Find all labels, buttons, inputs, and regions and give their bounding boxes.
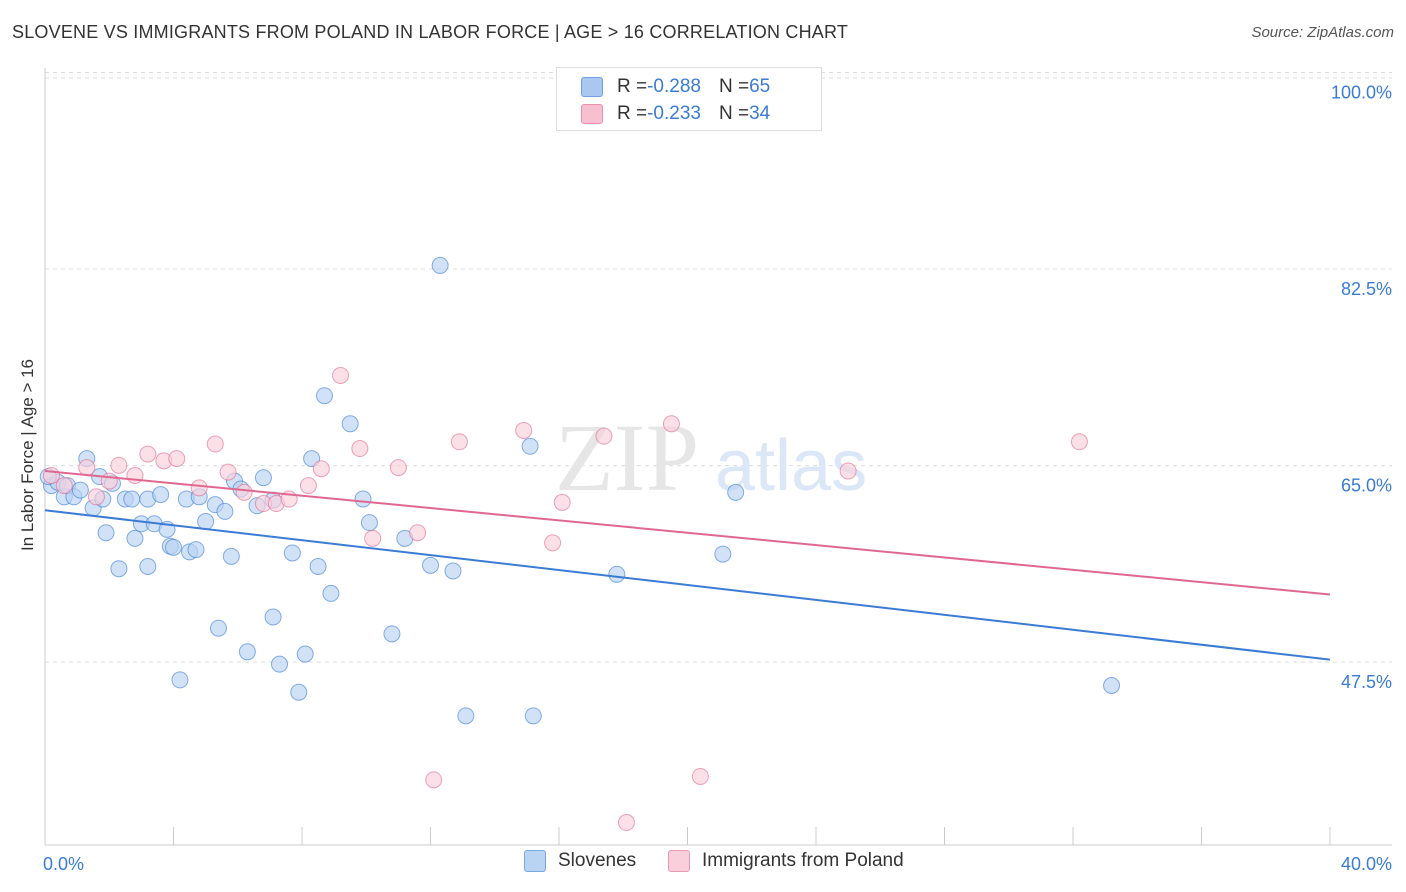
- data-point-poland: [219, 463, 237, 481]
- source-label: Source: ZipAtlas.com: [1251, 24, 1394, 41]
- data-point-poland: [139, 445, 157, 463]
- y-tick-label: 100.0%: [1331, 82, 1392, 102]
- data-point-poland: [206, 435, 224, 453]
- data-point-slovenes: [110, 560, 128, 578]
- data-point-slovenes: [727, 483, 745, 501]
- legend-swatch-slovenes: [524, 850, 546, 872]
- data-point-poland: [389, 459, 407, 477]
- trend-line-poland: [44, 469, 1331, 596]
- legend-n-value: 65: [749, 76, 771, 97]
- data-point-poland: [312, 460, 330, 478]
- data-point-slovenes: [296, 645, 314, 663]
- data-point-slovenes: [315, 387, 333, 405]
- data-point-poland: [299, 477, 317, 495]
- data-point-slovenes: [71, 481, 89, 499]
- x-tick-label: 40.0%: [1341, 854, 1392, 874]
- stats-legend: R = -0.288 N = 65 R = -0.233 N = 34: [556, 67, 822, 131]
- data-point-slovenes: [422, 556, 439, 574]
- data-point-slovenes: [1103, 677, 1121, 695]
- data-point-slovenes: [209, 619, 227, 637]
- data-point-slovenes: [238, 643, 256, 661]
- stats-legend-row-slovenes: R = -0.288 N = 65: [581, 74, 770, 100]
- data-point-poland: [78, 459, 96, 477]
- data-point-poland: [235, 483, 253, 501]
- data-point-slovenes: [444, 562, 462, 580]
- data-point-slovenes: [360, 514, 378, 532]
- data-point-slovenes: [714, 545, 732, 563]
- legend-swatch-poland: [668, 850, 690, 872]
- data-point-poland: [87, 488, 105, 506]
- legend-label-poland: Immigrants from Poland: [702, 850, 904, 871]
- data-point-poland: [691, 767, 709, 785]
- data-point-poland: [553, 493, 571, 511]
- data-point-poland: [595, 427, 613, 445]
- data-point-poland: [662, 415, 680, 433]
- data-point-slovenes: [264, 608, 282, 626]
- data-point-slovenes: [152, 486, 170, 504]
- legend-n-label: N =: [718, 76, 750, 97]
- data-point-poland: [332, 367, 350, 385]
- legend-n-label: N =: [718, 103, 750, 124]
- y-tick-label: 47.5%: [1341, 672, 1392, 692]
- data-point-poland: [168, 450, 186, 468]
- data-point-slovenes: [290, 683, 308, 701]
- data-point-slovenes: [187, 541, 205, 559]
- data-point-slovenes: [271, 655, 289, 673]
- stats-legend-row-poland: R = -0.233 N = 34: [581, 101, 770, 127]
- legend-item-slovenes: Slovenes: [524, 850, 636, 872]
- data-point-slovenes: [171, 671, 189, 689]
- data-point-poland: [110, 456, 128, 474]
- data-point-poland: [450, 433, 468, 451]
- legend-r-label: R =: [617, 76, 648, 97]
- x-tick-label: 0.0%: [43, 854, 84, 874]
- data-point-poland: [515, 422, 533, 440]
- chart-title: SLOVENE VS IMMIGRANTS FROM POLAND IN LAB…: [12, 22, 849, 42]
- data-point-slovenes: [97, 524, 115, 542]
- data-point-slovenes: [123, 490, 141, 508]
- y-tick-label: 65.0%: [1341, 476, 1392, 496]
- data-point-poland: [190, 479, 208, 497]
- data-point-slovenes: [431, 256, 449, 274]
- data-point-poland: [55, 477, 73, 495]
- data-point-poland: [351, 440, 369, 458]
- legend-swatch-slovenes: [581, 77, 603, 97]
- data-point-slovenes: [197, 513, 215, 531]
- legend-r-label: R =: [617, 103, 648, 124]
- data-point-poland: [100, 472, 118, 490]
- data-point-slovenes: [222, 547, 240, 565]
- data-point-slovenes: [457, 707, 475, 725]
- legend-swatch-poland: [581, 104, 603, 124]
- legend-r-value: -0.233: [647, 103, 701, 124]
- data-point-poland: [617, 814, 635, 832]
- legend-item-poland: Immigrants from Poland: [668, 850, 904, 872]
- data-point-slovenes: [216, 502, 234, 520]
- y-tick-label: 82.5%: [1341, 279, 1392, 299]
- legend-label-slovenes: Slovenes: [558, 850, 637, 871]
- data-point-slovenes: [165, 538, 182, 556]
- trend-line-slovenes: [44, 509, 1331, 661]
- data-point-slovenes: [608, 565, 626, 583]
- data-point-slovenes: [309, 557, 327, 575]
- data-point-slovenes: [139, 557, 157, 575]
- data-point-poland: [544, 534, 562, 552]
- data-point-slovenes: [524, 707, 542, 725]
- data-point-slovenes: [383, 625, 401, 643]
- data-point-slovenes: [341, 415, 359, 433]
- data-point-poland: [839, 462, 857, 480]
- data-point-slovenes: [354, 490, 372, 508]
- data-point-slovenes: [126, 529, 144, 547]
- series-legend: Slovenes Immigrants from Poland: [0, 850, 1406, 878]
- data-point-poland: [42, 466, 60, 484]
- data-point-slovenes: [283, 544, 301, 562]
- legend-r-value: -0.288: [647, 76, 701, 97]
- data-point-poland: [364, 529, 382, 547]
- legend-n-value: 34: [749, 103, 771, 124]
- data-point-poland: [409, 524, 427, 542]
- data-point-poland: [425, 771, 443, 789]
- data-point-slovenes: [521, 437, 539, 455]
- data-point-slovenes: [254, 469, 272, 487]
- data-point-poland: [1070, 433, 1088, 451]
- data-point-slovenes: [322, 584, 340, 602]
